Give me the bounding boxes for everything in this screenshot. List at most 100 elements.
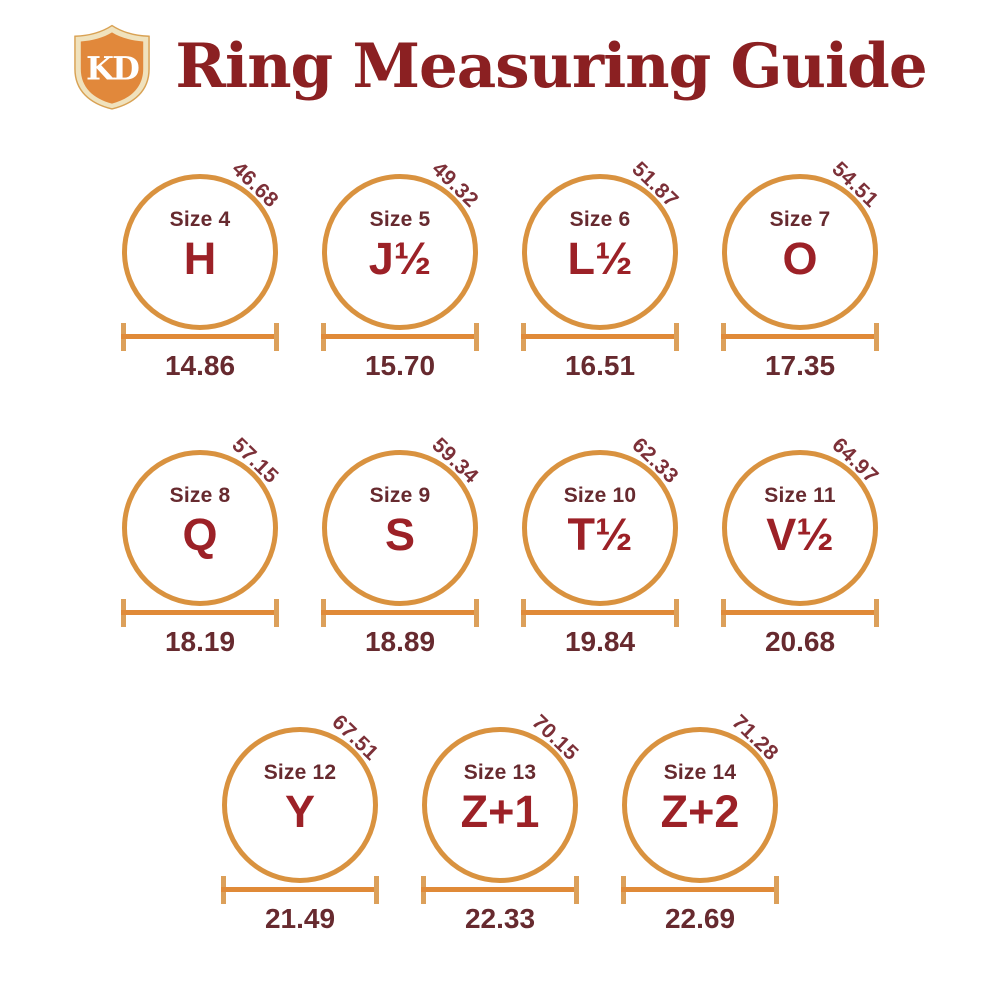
measure-cap-right <box>574 876 579 904</box>
measure-cap-right <box>874 323 879 351</box>
diameter-measure-line <box>421 876 579 904</box>
measure-bar <box>721 610 879 615</box>
diameter-measure-line <box>321 323 479 351</box>
measure-bar <box>221 887 379 892</box>
ring-cell-size-13: 70.15 Size 13 Z+1 22.33 <box>400 710 600 941</box>
measure-bar <box>521 334 679 339</box>
measure-cap-right <box>674 323 679 351</box>
us-size-label: Size 6 <box>569 208 631 231</box>
ring-cell-size-7: 54.51 Size 7 O 17.35 <box>700 157 900 388</box>
ring-text: Size 6 L½ <box>500 207 700 284</box>
uk-size-letter: Z+2 <box>660 786 740 837</box>
measure-bar <box>621 887 779 892</box>
uk-size-letter: Y <box>284 786 315 837</box>
kd-shield-logo-icon: KD <box>74 24 151 110</box>
diameter-label: 21.49 <box>264 903 336 934</box>
logo-text: KD <box>86 50 139 88</box>
uk-size-letter: V½ <box>766 509 834 560</box>
diameter-label: 22.33 <box>464 903 536 934</box>
diameter-measure-line <box>721 323 879 351</box>
measure-cap-right <box>774 876 779 904</box>
ring-circle <box>522 450 678 606</box>
uk-size-letter: L½ <box>567 233 633 284</box>
us-size-label: Size 5 <box>369 208 431 231</box>
us-size-label: Size 10 <box>563 484 637 507</box>
us-size-label: Size 12 <box>263 761 337 784</box>
header: KD Ring Measuring Guide <box>0 24 1000 110</box>
ring-cell-size-9: 59.34 Size 9 S 18.89 <box>300 433 500 664</box>
measure-bar <box>721 334 879 339</box>
measure-cap-right <box>674 599 679 627</box>
measure-cap-right <box>474 323 479 351</box>
ring-cell-size-5: 49.32 Size 5 J½ 15.70 <box>300 157 500 388</box>
page-title: Ring Measuring Guide <box>175 31 927 103</box>
diameter-label: 17.35 <box>764 350 836 381</box>
measure-cap-right <box>474 599 479 627</box>
diameter-measure-line <box>121 599 279 627</box>
measure-cap-right <box>374 876 379 904</box>
measure-bar <box>321 610 479 615</box>
measure-cap-right <box>274 323 279 351</box>
diameter-measure-line <box>521 323 679 351</box>
ring-cell-size-4: 46.68 Size 4 H 14.86 <box>100 157 300 388</box>
measure-bar <box>321 334 479 339</box>
ring-text: Size 14 Z+2 <box>600 760 800 837</box>
measure-cap-right <box>874 599 879 627</box>
us-size-label: Size 8 <box>169 484 231 507</box>
us-size-label: Size 7 <box>769 208 831 231</box>
ring-cell-size-10: 62.33 Size 10 T½ 19.84 <box>500 433 700 664</box>
uk-size-letter: H <box>183 233 217 284</box>
ring-text: Size 7 O <box>700 207 900 284</box>
uk-size-letter: S <box>384 509 415 560</box>
diameter-label: 20.68 <box>764 626 836 657</box>
ring-cell-size-11: 64.97 Size 11 V½ 20.68 <box>700 433 900 664</box>
uk-size-letter: Q <box>182 509 218 560</box>
ring-circle <box>722 450 878 606</box>
diameter-measure-line <box>221 876 379 904</box>
us-size-label: Size 11 <box>764 484 836 507</box>
us-size-label: Size 9 <box>369 484 431 507</box>
ring-circle <box>322 450 478 606</box>
ring-text: Size 4 H <box>100 207 300 284</box>
diameter-measure-line <box>721 599 879 627</box>
ring-circle <box>222 727 378 883</box>
ring-cell-size-6: 51.87 Size 6 L½ 16.51 <box>500 157 700 388</box>
ring-text: Size 11 V½ <box>700 483 900 560</box>
diameter-measure-line <box>121 323 279 351</box>
ring-circle <box>122 174 278 330</box>
diameter-label: 18.19 <box>164 626 236 657</box>
measure-bar <box>121 610 279 615</box>
measure-bar <box>421 887 579 892</box>
uk-size-letter: O <box>782 233 818 284</box>
ring-circle <box>422 727 578 883</box>
diameter-label: 15.70 <box>364 350 436 381</box>
measure-bar <box>521 610 679 615</box>
us-size-label: Size 14 <box>663 761 737 784</box>
ring-text: Size 9 S <box>300 483 500 560</box>
diameter-measure-line <box>621 876 779 904</box>
ring-circle <box>122 450 278 606</box>
uk-size-letter: Z+1 <box>460 786 540 837</box>
diameter-label: 14.86 <box>164 350 236 381</box>
ring-circle <box>722 174 878 330</box>
ring-text: Size 12 Y <box>200 760 400 837</box>
us-size-label: Size 13 <box>463 761 537 784</box>
ring-text: Size 13 Z+1 <box>400 760 600 837</box>
ring-text: Size 5 J½ <box>300 207 500 284</box>
ring-text: Size 10 T½ <box>500 483 700 560</box>
measure-cap-right <box>274 599 279 627</box>
ring-cell-size-14: 71.28 Size 14 Z+2 22.69 <box>600 710 800 941</box>
ring-cell-size-8: 57.15 Size 8 Q 18.19 <box>100 433 300 664</box>
diameter-label: 19.84 <box>564 626 636 657</box>
diameter-label: 16.51 <box>564 350 636 381</box>
ring-circle <box>322 174 478 330</box>
ring-cell-size-12: 67.51 Size 12 Y 21.49 <box>200 710 400 941</box>
ring-circle <box>622 727 778 883</box>
diameter-label: 18.89 <box>364 626 436 657</box>
diameter-measure-line <box>321 599 479 627</box>
diameter-label: 22.69 <box>664 903 736 934</box>
uk-size-letter: T½ <box>567 509 633 560</box>
us-size-label: Size 4 <box>169 208 231 231</box>
measure-bar <box>121 334 279 339</box>
